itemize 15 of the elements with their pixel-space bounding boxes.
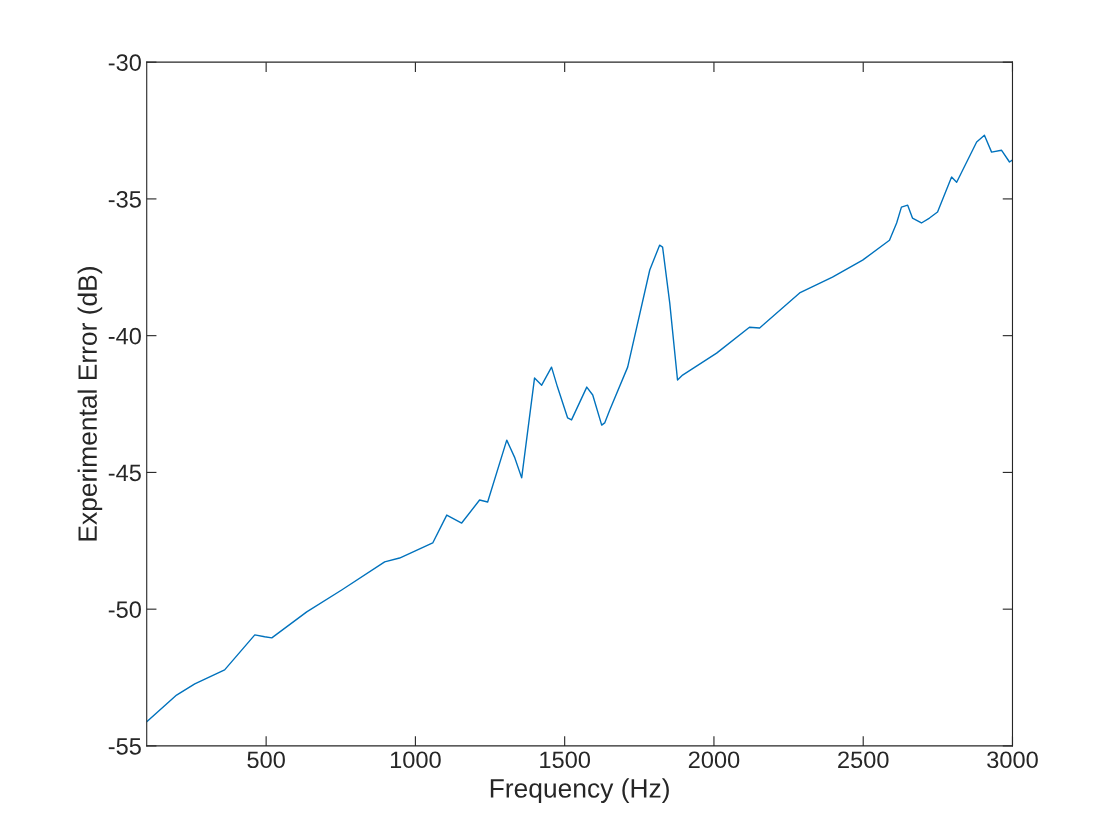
line-series <box>146 134 1013 723</box>
x-axis-title: Frequency (Hz) <box>490 778 669 803</box>
y-tick-label: -40 <box>108 327 141 345</box>
x-tick-label: 500 <box>247 751 285 769</box>
y-tick-label: -45 <box>108 464 141 482</box>
y-axis-title: Experimental Error (dB) <box>77 267 103 541</box>
x-tick-label: 2500 <box>838 751 889 769</box>
x-tick-label: 2000 <box>688 751 740 769</box>
x-tick-label: 3000 <box>987 751 1038 769</box>
y-tick-label: -35 <box>108 190 141 208</box>
x-tick-label: 1500 <box>540 751 591 769</box>
y-tick-label: -50 <box>108 601 141 618</box>
y-tick-label: -55 <box>108 738 141 755</box>
x-tick-label: 1000 <box>390 751 441 769</box>
y-tick-label: -30 <box>108 54 141 71</box>
